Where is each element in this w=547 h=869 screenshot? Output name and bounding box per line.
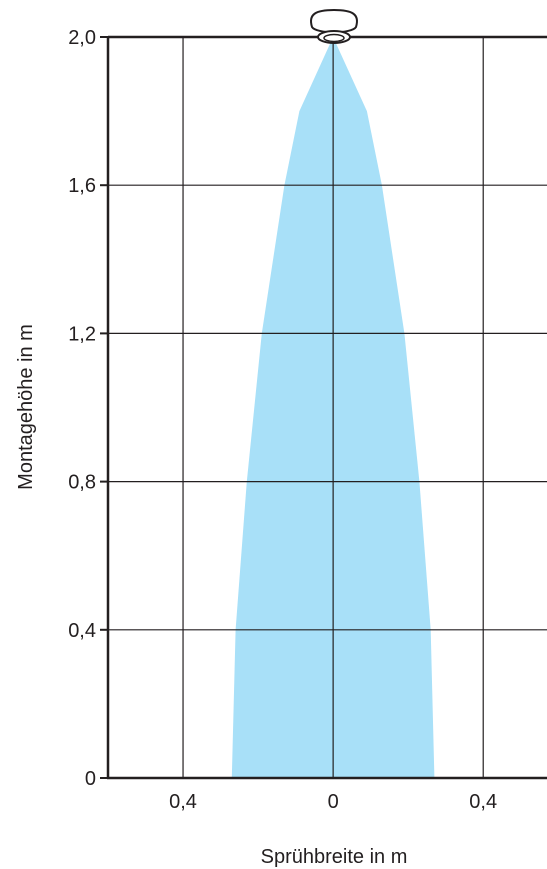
axes	[100, 36, 547, 780]
y-tick-label-5: 2,0	[68, 27, 96, 49]
x-tick-labels: 0,4 0 0,4	[169, 791, 497, 813]
x-axis-label: Sprühbreite in m	[261, 846, 408, 868]
y-tick-label-4: 1,6	[68, 175, 96, 197]
nozzle-icon	[310, 8, 358, 44]
x-tick-label-1: 0	[328, 791, 339, 813]
y-tick-labels: 0 0,4 0,8 1,2 1,6 2,0	[68, 27, 96, 790]
x-tick-label-0: 0,4	[169, 791, 197, 813]
y-tick-label-3: 1,2	[68, 323, 96, 345]
y-tick-label-1: 0,4	[68, 620, 96, 642]
y-tick-label-2: 0,8	[68, 472, 96, 494]
x-tick-label-2: 0,4	[469, 791, 497, 813]
y-axis-label: Montagehöhe in m	[15, 324, 37, 490]
y-tick-label-0: 0	[85, 768, 96, 790]
